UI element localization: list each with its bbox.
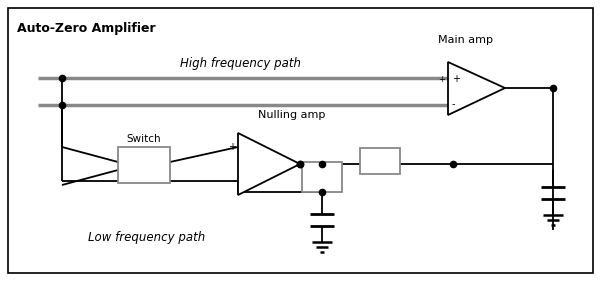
Text: +: +	[228, 142, 236, 152]
Text: Switch: Switch	[127, 134, 161, 144]
Text: Auto-Zero Amplifier: Auto-Zero Amplifier	[17, 22, 156, 35]
Polygon shape	[448, 62, 505, 115]
Text: High frequency path: High frequency path	[179, 57, 301, 70]
Text: Low frequency path: Low frequency path	[88, 231, 205, 245]
Text: +: +	[452, 74, 460, 84]
Text: -: -	[233, 176, 236, 186]
Text: Nulling amp: Nulling amp	[258, 110, 326, 120]
Text: Main amp: Main amp	[437, 35, 492, 45]
Bar	[118, 147, 170, 183]
Bar	[302, 162, 342, 192]
Text: +: +	[438, 74, 445, 83]
Text: -: -	[452, 99, 455, 109]
Polygon shape	[238, 133, 300, 195]
Bar	[360, 148, 400, 174]
